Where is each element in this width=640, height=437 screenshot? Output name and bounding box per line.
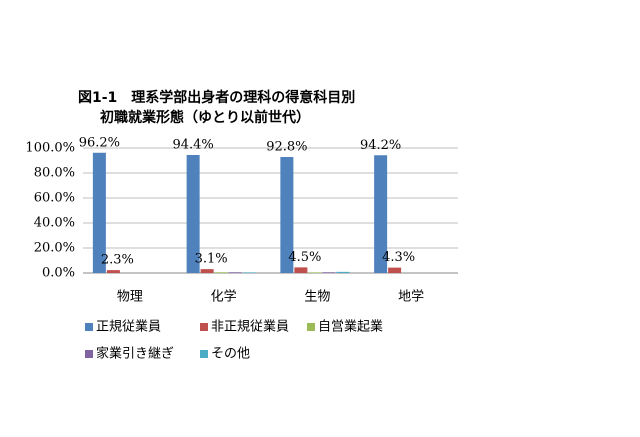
- legend-label: 正規従業員: [96, 319, 161, 335]
- bar: [374, 155, 388, 273]
- legend-label: 家業引き継ぎ: [96, 346, 174, 362]
- y-tick-label: 40.0%: [34, 216, 75, 231]
- legend-swatch: [200, 323, 208, 331]
- legend-swatch: [85, 323, 93, 331]
- data-label: 2.3%: [101, 253, 134, 268]
- data-label: 94.4%: [172, 138, 213, 153]
- legend-swatch: [307, 323, 315, 331]
- bar: [308, 272, 322, 273]
- chart-subtitle: 初職就業形態（ゆとり以前世代）: [100, 109, 310, 126]
- data-label: 3.1%: [195, 252, 228, 267]
- y-tick-label: 80.0%: [34, 166, 75, 181]
- legend-swatch: [200, 350, 208, 358]
- x-tick-label: 化学: [211, 289, 237, 305]
- bar: [92, 152, 106, 273]
- bar: [186, 155, 200, 273]
- bar: [388, 267, 402, 273]
- legend-label: 非正規従業員: [211, 319, 289, 335]
- y-tick-label: 0.0%: [42, 266, 75, 281]
- bar: [106, 270, 120, 273]
- x-tick-label: 地学: [398, 289, 424, 305]
- bar: [336, 271, 350, 273]
- legend-label: その他: [211, 347, 250, 362]
- y-tick-label: 20.0%: [34, 241, 75, 256]
- bar: [200, 269, 214, 273]
- x-tick-label: 物理: [117, 290, 143, 305]
- data-label: 4.5%: [288, 250, 321, 265]
- data-label: 4.3%: [382, 250, 415, 265]
- data-label: 96.2%: [79, 135, 120, 150]
- bar: [242, 272, 256, 273]
- bar: [228, 272, 242, 273]
- bar: [214, 272, 228, 273]
- bar: [280, 157, 294, 273]
- legend-swatch: [85, 350, 93, 358]
- bar: [294, 267, 308, 273]
- x-tick-label: 生物: [304, 290, 330, 305]
- bar: [322, 272, 336, 273]
- legend-label: 自営業起業: [318, 319, 383, 335]
- chart-title: 図1-1 理系学部出身者の理科の得意科目別: [78, 89, 355, 106]
- data-label: 92.8%: [266, 140, 307, 155]
- y-tick-label: 100.0%: [25, 141, 75, 156]
- data-label: 94.2%: [360, 138, 401, 153]
- y-tick-label: 60.0%: [34, 191, 75, 206]
